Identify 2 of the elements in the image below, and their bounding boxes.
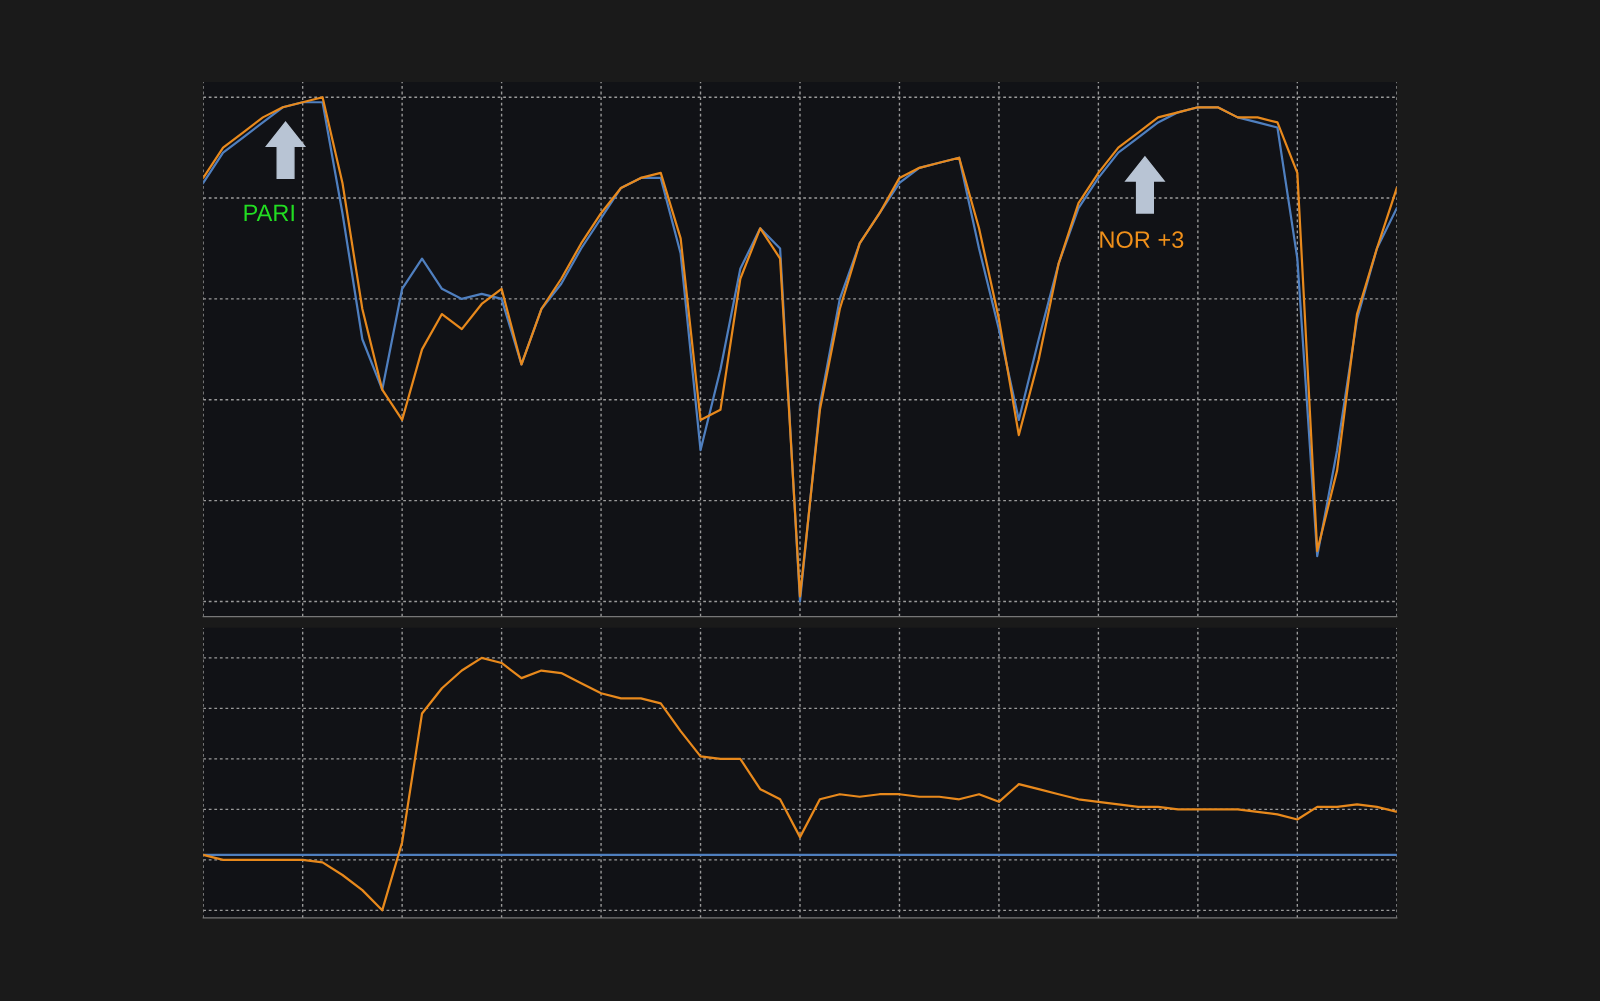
annotation: PARI	[244, 204, 294, 222]
annotation: NOR +3	[1100, 231, 1184, 249]
